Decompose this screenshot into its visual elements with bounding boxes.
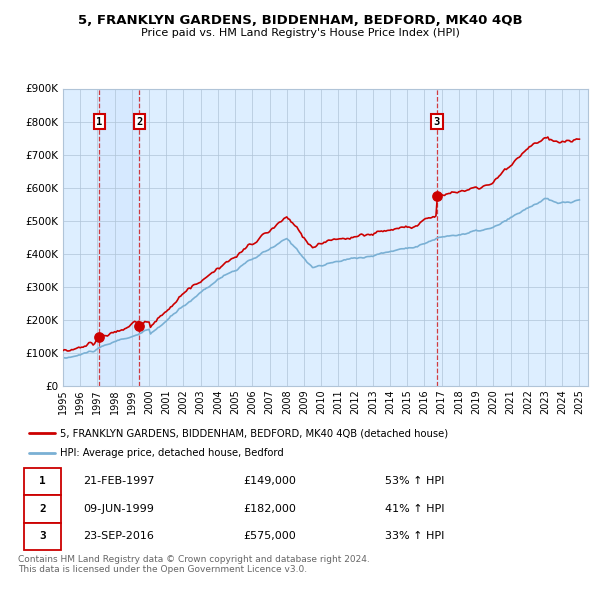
Text: £575,000: £575,000 bbox=[244, 531, 296, 541]
Point bbox=[134, 322, 144, 331]
Text: 3: 3 bbox=[39, 531, 46, 541]
Text: 53% ↑ HPI: 53% ↑ HPI bbox=[385, 477, 444, 487]
Text: 3: 3 bbox=[434, 117, 440, 127]
Point bbox=[432, 191, 442, 201]
Text: 5, FRANKLYN GARDENS, BIDDENHAM, BEDFORD, MK40 4QB: 5, FRANKLYN GARDENS, BIDDENHAM, BEDFORD,… bbox=[77, 14, 523, 27]
Text: 1: 1 bbox=[97, 117, 103, 127]
Point bbox=[95, 332, 104, 342]
Text: 09-JUN-1999: 09-JUN-1999 bbox=[83, 504, 154, 514]
Text: HPI: Average price, detached house, Bedford: HPI: Average price, detached house, Bedf… bbox=[60, 448, 284, 458]
Text: £182,000: £182,000 bbox=[244, 504, 296, 514]
Text: 1: 1 bbox=[39, 477, 46, 487]
Text: 33% ↑ HPI: 33% ↑ HPI bbox=[385, 531, 444, 541]
Text: 2: 2 bbox=[39, 504, 46, 514]
Text: 21-FEB-1997: 21-FEB-1997 bbox=[83, 477, 154, 487]
FancyBboxPatch shape bbox=[24, 468, 61, 495]
Text: Price paid vs. HM Land Registry's House Price Index (HPI): Price paid vs. HM Land Registry's House … bbox=[140, 28, 460, 38]
Text: 41% ↑ HPI: 41% ↑ HPI bbox=[385, 504, 444, 514]
Text: £149,000: £149,000 bbox=[244, 477, 296, 487]
FancyBboxPatch shape bbox=[24, 523, 61, 550]
Text: 5, FRANKLYN GARDENS, BIDDENHAM, BEDFORD, MK40 4QB (detached house): 5, FRANKLYN GARDENS, BIDDENHAM, BEDFORD,… bbox=[60, 428, 448, 438]
Text: 2: 2 bbox=[136, 117, 143, 127]
Text: Contains HM Land Registry data © Crown copyright and database right 2024.
This d: Contains HM Land Registry data © Crown c… bbox=[18, 555, 370, 574]
Bar bbox=[100, 88, 139, 386]
Text: 23-SEP-2016: 23-SEP-2016 bbox=[83, 531, 154, 541]
FancyBboxPatch shape bbox=[24, 495, 61, 523]
